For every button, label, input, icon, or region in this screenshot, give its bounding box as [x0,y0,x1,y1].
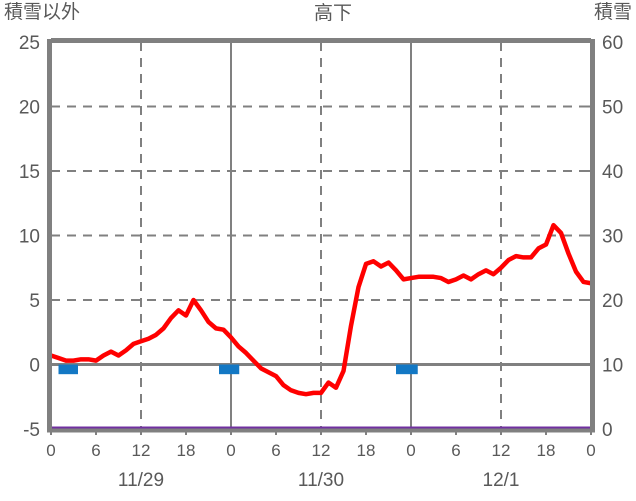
right-axis-title: 積雪 [594,1,632,23]
right-axis-tick-label: 0 [602,420,613,441]
x-axis-hour-label: 6 [451,441,460,460]
right-axis-tick-label: 30 [602,227,623,248]
right-axis-tick-label: 10 [602,356,623,377]
left-axis-title: 積雪以外 [4,1,80,23]
snowfall-bar [396,364,418,375]
right-axis-tick-label: 50 [602,98,623,119]
axis-ticks-layer [47,105,595,435]
left-axis-tick-label: 10 [19,227,40,248]
x-axis-hour-label: 6 [91,441,100,460]
x-axis-hour-label: 12 [492,441,511,460]
snowfall-bar [219,364,240,375]
left-axis-tick-label: 15 [19,162,40,183]
snowfall-bar [58,364,78,375]
x-axis-hour-label: 18 [537,441,556,460]
x-axis-hour-label: 12 [312,441,331,460]
left-axis-tick-label: 20 [19,98,40,119]
x-axis-hour-label: 6 [271,441,280,460]
series-line-temperature [48,222,594,397]
x-axis-hour-label: 0 [586,441,595,460]
left-axis-tick-label: 0 [29,356,40,377]
left-axis-tick-label: -5 [23,420,40,441]
x-axis-hour-label: 0 [226,441,235,460]
x-axis-day-label: 11/29 [118,470,164,491]
x-axis-hour-label: 18 [177,441,196,460]
chart-title: 高下 [314,2,352,24]
x-axis-day-label: 11/30 [298,470,344,491]
left-axis-tick-label: 5 [29,291,40,312]
x-axis-hour-label: 18 [357,441,376,460]
x-axis-hour-label: 0 [46,441,55,460]
right-axis-tick-label: 20 [602,291,623,312]
snowfall-bars-layer [58,364,418,375]
x-axis-hour-label: 0 [406,441,415,460]
right-axis-tick-label: 40 [602,162,623,183]
x-axis-hour-label: 12 [132,441,151,460]
x-axis-day-label: 12/1 [483,470,520,491]
right-axis-tick-label: 60 [602,33,623,54]
left-axis-tick-label: 25 [19,33,40,54]
